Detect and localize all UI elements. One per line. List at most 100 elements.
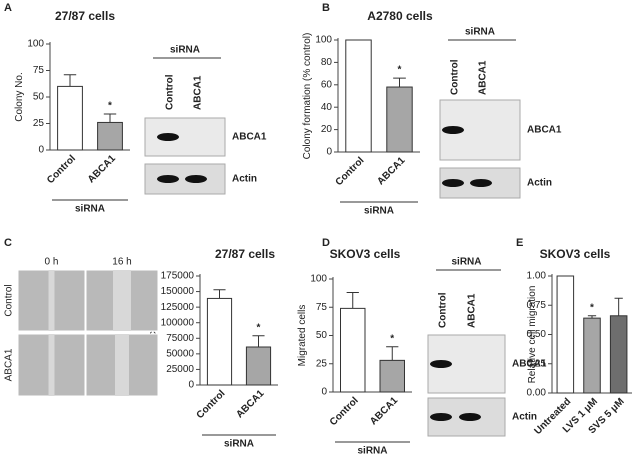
image-column-label: 0 h bbox=[45, 257, 59, 268]
y-axis-label: Colony formation (% control) bbox=[302, 33, 313, 160]
group-label: siRNA bbox=[224, 439, 254, 450]
y-tick-label: 50 bbox=[33, 92, 45, 103]
bar bbox=[379, 359, 405, 393]
y-tick-label: 0.75 bbox=[527, 300, 547, 311]
bar bbox=[583, 317, 601, 394]
y-tick-label: 50 bbox=[316, 330, 328, 341]
panel-letter: D bbox=[322, 237, 330, 249]
image-row-label: Control bbox=[4, 284, 15, 316]
group-label: siRNA bbox=[364, 206, 394, 217]
panel-letter: A bbox=[4, 2, 12, 14]
error-bar bbox=[346, 292, 359, 309]
y-tick-label: 75 bbox=[33, 65, 45, 76]
y-axis-label: Colony No. bbox=[14, 72, 25, 121]
scratch bbox=[113, 270, 131, 331]
blot-band bbox=[430, 413, 452, 421]
panel-letter: C bbox=[4, 237, 12, 249]
chart-title: 27/87 cells bbox=[55, 9, 115, 23]
y-tick-label: 60 bbox=[321, 79, 333, 90]
y-tick-label: 25 bbox=[33, 118, 45, 129]
y-tick-label: 175000 bbox=[161, 271, 195, 282]
scratch bbox=[48, 334, 55, 396]
chart-title: A2780 cells bbox=[367, 9, 433, 23]
x-tick-label: ABCA1 bbox=[368, 395, 400, 427]
y-axis-label: Migrated cells bbox=[297, 305, 308, 367]
chart-title: 27/87 cells bbox=[215, 247, 275, 261]
bar bbox=[345, 39, 372, 153]
blot-row-label: Actin bbox=[512, 412, 537, 423]
group-label: siRNA bbox=[75, 204, 105, 215]
image-row-label: ABCA1 bbox=[4, 348, 15, 381]
y-tick-label: 0 bbox=[321, 387, 327, 398]
blot-band bbox=[157, 133, 179, 141]
y-tick-label: 80 bbox=[321, 57, 333, 68]
chart-title: SKOV3 cells bbox=[330, 247, 401, 261]
bar bbox=[609, 315, 628, 394]
blot-header: siRNA bbox=[465, 27, 495, 38]
y-tick-label: 0 bbox=[188, 380, 194, 391]
scratch bbox=[115, 334, 129, 396]
image-column-label: 16 h bbox=[112, 257, 131, 268]
y-tick-label: 40 bbox=[321, 102, 333, 113]
blot-band bbox=[442, 179, 464, 187]
group-label: siRNA bbox=[357, 446, 387, 457]
panel-letter: B bbox=[322, 2, 330, 14]
y-tick-label: 100 bbox=[315, 35, 332, 46]
x-tick-label: Control bbox=[334, 155, 367, 188]
x-tick-label: Control bbox=[45, 153, 78, 186]
blot-band bbox=[157, 175, 179, 183]
blot-header: siRNA bbox=[451, 257, 481, 268]
y-tick-label: 75 bbox=[316, 302, 328, 313]
bar bbox=[386, 86, 413, 153]
y-tick-label: 0.00 bbox=[527, 388, 547, 399]
lane-label: ABCA1 bbox=[193, 75, 204, 110]
y-tick-label: 50000 bbox=[166, 348, 194, 359]
y-tick-label: 100000 bbox=[161, 317, 195, 328]
blot-band bbox=[470, 179, 492, 187]
error-bar bbox=[587, 315, 597, 319]
y-tick-label: 0.50 bbox=[527, 329, 547, 340]
lane-label: Control bbox=[165, 74, 176, 110]
bar bbox=[556, 275, 575, 394]
error-bar bbox=[63, 74, 77, 87]
y-tick-label: 1.00 bbox=[527, 271, 547, 282]
x-tick-label: Control bbox=[328, 395, 361, 428]
y-tick-label: 100 bbox=[310, 274, 327, 285]
error-bar bbox=[252, 335, 265, 348]
x-tick-label: ABCA1 bbox=[234, 388, 266, 420]
y-axis-label: Relative cell migration bbox=[527, 286, 538, 384]
y-tick-label: 125000 bbox=[161, 302, 195, 313]
y-tick-label: 20 bbox=[321, 124, 333, 135]
y-tick-label: 0 bbox=[326, 147, 332, 158]
lane-label: Control bbox=[450, 59, 461, 95]
y-tick-label: 25 bbox=[316, 358, 328, 369]
blot-band bbox=[430, 360, 452, 368]
bar bbox=[206, 297, 233, 386]
significance-mark: * bbox=[257, 322, 261, 333]
significance-mark: * bbox=[390, 333, 394, 344]
significance-mark: * bbox=[398, 65, 402, 76]
blot-row-label: Actin bbox=[527, 178, 552, 189]
blot-row-label: ABCA1 bbox=[527, 125, 562, 136]
bar bbox=[245, 346, 272, 386]
bar bbox=[97, 121, 123, 151]
error-bar bbox=[103, 113, 117, 123]
lane-label: ABCA1 bbox=[478, 60, 489, 95]
lane-label: ABCA1 bbox=[467, 293, 478, 328]
error-bar bbox=[213, 289, 226, 299]
error-bar bbox=[393, 77, 406, 88]
error-bar bbox=[614, 297, 623, 316]
y-tick-label: 0.25 bbox=[527, 358, 547, 369]
blot-band bbox=[442, 126, 464, 134]
blot-band bbox=[459, 413, 481, 421]
y-tick-label: 25000 bbox=[166, 364, 194, 375]
lane-label: Control bbox=[438, 292, 449, 328]
significance-mark: * bbox=[590, 302, 594, 313]
blot-header: siRNA bbox=[170, 45, 200, 56]
y-tick-label: 75000 bbox=[166, 333, 194, 344]
bar bbox=[57, 85, 83, 151]
blot-row-label: ABCA1 bbox=[512, 359, 547, 370]
significance-mark: * bbox=[108, 101, 112, 112]
x-tick-label: ABCA1 bbox=[375, 155, 407, 187]
